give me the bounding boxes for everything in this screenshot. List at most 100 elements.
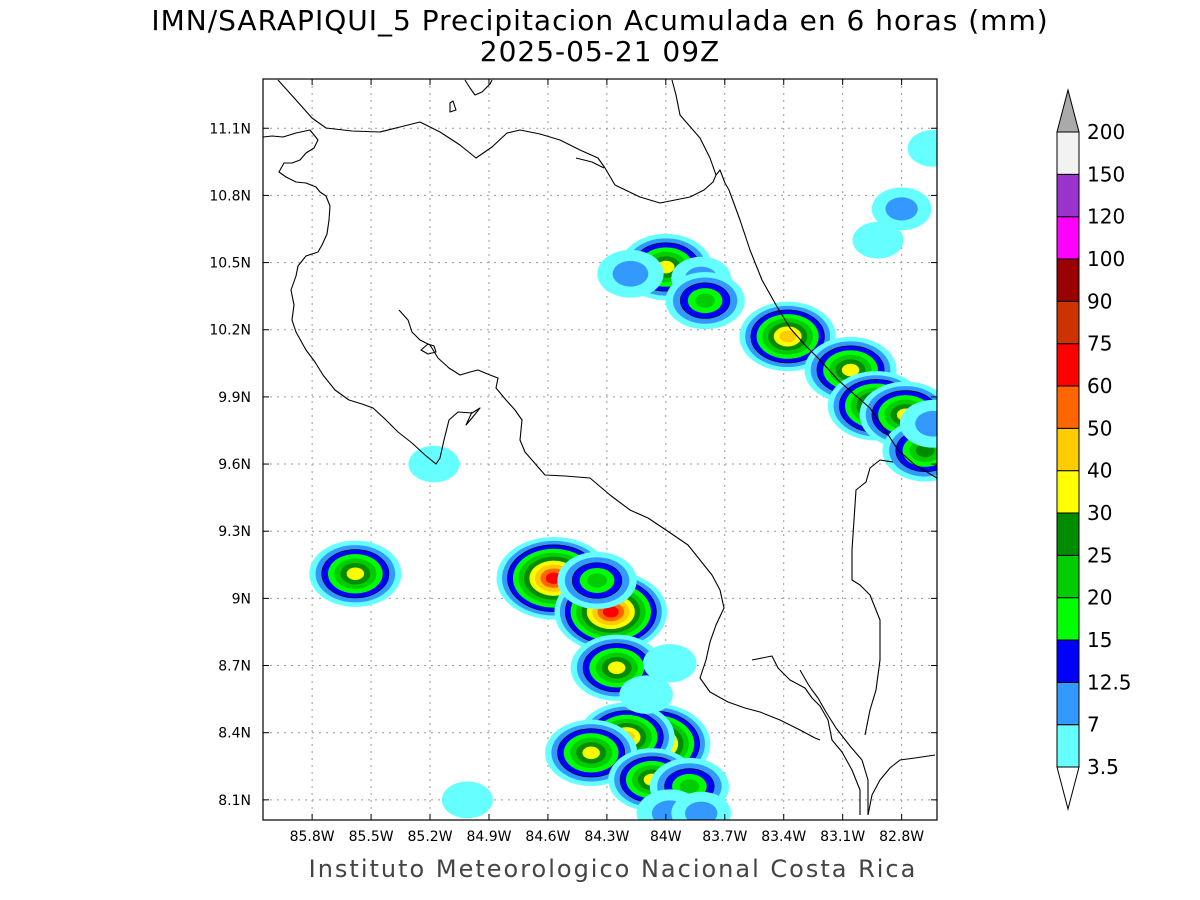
legend-label: 75 [1087,332,1112,356]
precip-contour-band [695,293,716,308]
lat-tick-label: 9.9N [218,390,251,406]
precip-contour-band [587,573,607,588]
lat-tick-label: 9.6N [218,457,251,473]
legend-swatch [1056,512,1080,556]
precip-contour-band [643,644,697,683]
precip-contour-band [441,781,493,819]
golfo-dulce-inner [799,669,869,815]
lon-tick-label: 83.7W [702,829,747,845]
precip-cell [671,791,732,820]
plot-frame [262,78,938,821]
legend-swatch [1056,173,1080,218]
precip-cell [899,399,937,448]
legend-swatch [1056,300,1080,345]
precip-contour-band [346,567,365,581]
coastline-layer [263,79,937,816]
legend-label: 100 [1087,247,1125,271]
precip-contour-band [915,410,937,437]
precip-cell [643,644,697,683]
precip-contour-band [602,606,619,618]
lat-tick-label: 10.2N [209,323,251,339]
legend-label: 200 [1087,120,1125,144]
legend-label: 30 [1087,501,1112,525]
legend-swatch [1056,639,1080,683]
legend-label: 3.5 [1087,755,1119,779]
nicaragua-border [575,157,605,169]
precip-contour-band [885,197,918,221]
legend-swatch [1056,681,1080,726]
institution-credit: Instituto Meteorologico Nacional Costa R… [309,855,918,883]
precip-cell [545,719,638,787]
lat-tick-label: 11.1N [209,121,251,137]
lat-tick-label: 8.1N [218,793,251,809]
precip-contour-band [582,746,600,760]
legend-label: 12.5 [1087,670,1132,694]
lat-tick-label: 10.5N [209,256,251,272]
precip-contour-band [852,221,904,259]
legend-label: 40 [1087,459,1112,483]
precip-contour-band [612,260,649,287]
chira-island [420,343,437,355]
lon-tick-label: 84.3W [584,829,629,845]
precip-cell [408,445,460,483]
precip-contour-band [607,661,626,675]
precip-cell [852,221,904,259]
precip-cell [665,272,745,330]
precip-contour-band [907,130,937,167]
pacific-coast-north [263,129,481,465]
legend-label: 15 [1087,628,1112,652]
plot-area: 85.8W 85.5W 85.2W 84.9W 84.6W 84.3W 84W 83.7W 83… [209,78,938,845]
axis-ticks: 85.8W 85.5W 85.2W 84.9W 84.6W 84.3W 84W 83.7W 83… [209,79,937,845]
legend-label: 25 [1087,543,1112,567]
lon-tick-label: 84.6W [525,829,570,845]
lat-tick-label: 8.7N [218,659,251,675]
map-title-line-2: 2025-05-21 09Z [480,35,720,68]
lake-islet [449,100,457,113]
color-bar-legend: 3.5 7 12.5 15 20 25 30 40 50 60 75 90 100 120 150 200 [1056,88,1132,811]
legend-swatch [1056,470,1080,514]
precipitation-field [309,130,937,820]
precip-cell [441,781,493,819]
precip-contour-band [779,330,796,343]
lon-tick-label: 85.5W [349,829,394,845]
precip-contour-band [679,779,700,794]
lon-tick-label: 85.2W [408,829,453,845]
precip-cell [871,187,932,231]
lon-tick-label: 85.8W [290,829,335,845]
burica-coast [867,754,936,816]
legend-label: 50 [1087,416,1112,440]
legend-label: 90 [1087,289,1112,313]
precip-cell [557,551,637,609]
lon-tick-label: 84W [650,829,682,845]
precip-contour-band [619,675,673,714]
golfo-dulce [751,655,861,815]
legend-label: 150 [1087,162,1125,186]
precip-cell [619,675,673,714]
lat-tick-label: 10.8N [209,188,251,204]
precip-contour-band [841,363,860,377]
map-title-line-1: IMN/SARAPIQUI_5 Precipitacion Acumulada … [151,4,1048,37]
precip-contour-band [408,445,460,483]
lat-tick-label: 8.4N [218,726,251,742]
lake-shore-northeast [671,79,717,176]
legend-swatch [1056,597,1080,641]
lon-tick-label: 83.1W [820,829,865,845]
precip-contour-band [685,801,718,820]
lat-tick-label: 9.3N [218,524,251,540]
lon-tick-label: 83.4W [761,829,806,845]
legend-swatch [1056,554,1080,599]
legend-swatch [1056,385,1080,429]
precip-cell [597,249,664,298]
legend-swatch [1056,427,1080,472]
legend-swatch [1056,216,1080,260]
legend-label: 120 [1087,205,1125,229]
precip-cell [309,540,402,607]
lake-nicaragua-east-shore [464,79,493,96]
panama-border [851,459,894,736]
lon-tick-label: 84.9W [466,829,511,845]
legend-swatch [1056,131,1080,175]
caribbean-coast [728,189,937,479]
legend-label: 20 [1087,586,1112,610]
gulf-of-nicoya-inner [398,309,821,741]
